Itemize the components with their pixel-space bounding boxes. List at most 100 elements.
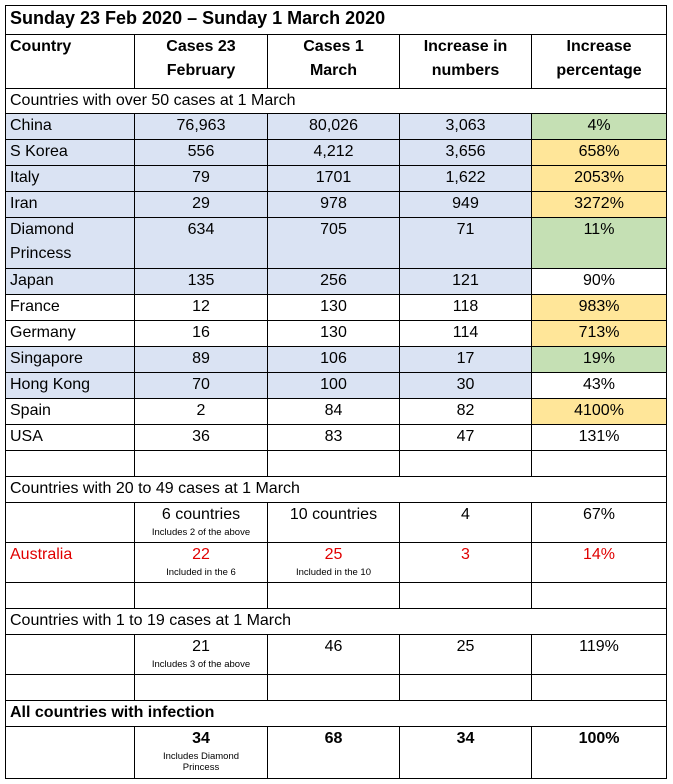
cases-mar1-cell: 46 [267,634,400,675]
cases-feb23-cell: 6 countries Includes 2 of the above [134,502,268,543]
increase-cell: 114 [399,320,532,347]
cases-feb23-note-line2: Princess [182,762,220,773]
increase-cell: 3 [399,542,532,583]
cases-mar1-cell: 4,212 [267,139,400,166]
cases-feb23-cell: 21 Includes 3 of the above [134,634,268,675]
table-row: Italy 79 1701 1,622 2053% [5,165,668,192]
increase-cell: 118 [399,294,532,321]
cases-feb23-note: Includes 3 of the above [151,659,251,670]
header-cases-mar1: Cases 1 March [267,34,400,89]
percentage-cell: 67% [530,502,668,543]
increase-cell: 82 [399,398,532,425]
spacer-row [5,582,668,609]
cases-mar1-cell: 100 [267,372,400,399]
cases-mar1-cell: 84 [267,398,400,425]
cases-feb23-value: 6 countries [161,506,241,523]
country-cell: China [5,113,135,140]
header-increase-percentage-line1: Increase [566,38,632,55]
cases-feb23-value: 21 [192,638,210,655]
cases-mar1-value: 25 [324,546,343,563]
country-cell: Japan [5,268,135,295]
table-row: 21 Includes 3 of the above 46 25 119% [5,634,668,675]
cases-feb23-cell: 29 [134,191,268,218]
table-row: Singapore 89 106 17 19% [5,346,668,373]
table-row: Diamond Princess 634 705 71 11% [5,217,668,269]
cases-mar1-note: Included in the 10 [295,567,371,578]
country-cell: Singapore [5,346,135,373]
cases-feb23-cell: 2 [134,398,268,425]
cases-mar1-cell: 106 [267,346,400,373]
percentage-cell: 131% [530,424,668,451]
section-over-50-label: Countries with over 50 cases at 1 March [4,88,668,114]
increase-cell: 30 [399,372,532,399]
cases-mar1-cell: 256 [267,268,400,295]
country-line1: Diamond [10,221,75,238]
increase-cell: 4 [399,502,532,543]
australia-row: Australia 22 Included in the 6 25 Included… [5,542,668,583]
cases-mar1-cell: 705 [267,217,400,269]
header-increase-percentage: Increase percentage [530,34,668,89]
header-cases-feb23-line1: Cases 23 [166,38,236,55]
header-cases-feb23: Cases 23 February [134,34,268,89]
cases-mar1-cell: 978 [267,191,400,218]
spacer-row [5,674,668,701]
cases-table: Sunday 23 Feb 2020 – Sunday 1 March 2020… [4,5,668,779]
cases-feb23-cell: 22 Included in the 6 [134,542,268,583]
cases-feb23-cell: 76,963 [134,113,268,140]
increase-cell: 1,622 [399,165,532,192]
percentage-cell: 14% [530,542,668,583]
cases-mar1-cell: 80,026 [267,113,400,140]
cases-feb23-cell: 135 [134,268,268,295]
percentage-cell: 658% [530,139,668,166]
cases-mar1-cell: 10 countries [267,502,400,543]
percentage-cell: 983% [530,294,668,321]
increase-cell: 3,063 [399,113,532,140]
increase-cell: 47 [399,424,532,451]
table-row: Spain 2 84 82 4100% [5,398,668,425]
table-title: Sunday 23 Feb 2020 – Sunday 1 March 2020 [4,5,668,35]
table-row: Germany 16 130 114 713% [5,320,668,347]
percentage-cell: 43% [530,372,668,399]
header-increase-numbers: Increase in numbers [399,34,532,89]
increase-cell: 121 [399,268,532,295]
section-20-49-label: Countries with 20 to 49 cases at 1 March [4,476,668,503]
country-cell: Iran [5,191,135,218]
percentage-cell: 11% [530,217,668,269]
header-cases-feb23-line2: February [166,62,236,79]
table-row: Japan 135 256 121 90% [5,268,668,295]
cases-feb23-cell: 89 [134,346,268,373]
cases-feb23-cell: 36 [134,424,268,451]
country-cell: France [5,294,135,321]
country-cell: Diamond Princess [5,217,135,269]
percentage-cell: 119% [530,634,668,675]
header-increase-numbers-line2: numbers [431,62,500,79]
cases-feb23-cell: 34 Includes Diamond Princess [134,726,268,779]
table-row: China 76,963 80,026 3,063 4% [5,113,668,140]
percentage-cell: 3272% [530,191,668,218]
cases-feb23-cell: 556 [134,139,268,166]
country-cell: Italy [5,165,135,192]
section-all-countries-label: All countries with infection [4,700,668,727]
cases-mar1-cell: 68 [267,726,400,779]
percentage-cell: 2053% [530,165,668,192]
cases-feb23-cell: 70 [134,372,268,399]
cases-mar1-cell: 1701 [267,165,400,192]
table-row: France 12 130 118 983% [5,294,668,321]
increase-cell: 3,656 [399,139,532,166]
cases-mar1-cell: 25 Included in the 10 [267,542,400,583]
header-country: Country [5,34,135,89]
percentage-cell: 4% [530,113,668,140]
cases-feb23-cell: 12 [134,294,268,321]
header-cases-mar1-line2: March [309,62,358,79]
cases-feb23-value: 34 [192,730,210,747]
table-row: Iran 29 978 949 3272% [5,191,668,218]
section-1-19-label: Countries with 1 to 19 cases at 1 March [4,608,668,635]
header-increase-numbers-line1: Increase in [423,38,508,55]
spacer-row [5,450,668,477]
cases-feb23-note-line1: Includes Diamond [162,751,240,762]
increase-cell: 25 [399,634,532,675]
cases-feb23-value: 22 [192,546,210,563]
header-increase-percentage-line2: percentage [556,62,642,79]
percentage-cell: 713% [530,320,668,347]
cases-mar1-cell: 83 [267,424,400,451]
